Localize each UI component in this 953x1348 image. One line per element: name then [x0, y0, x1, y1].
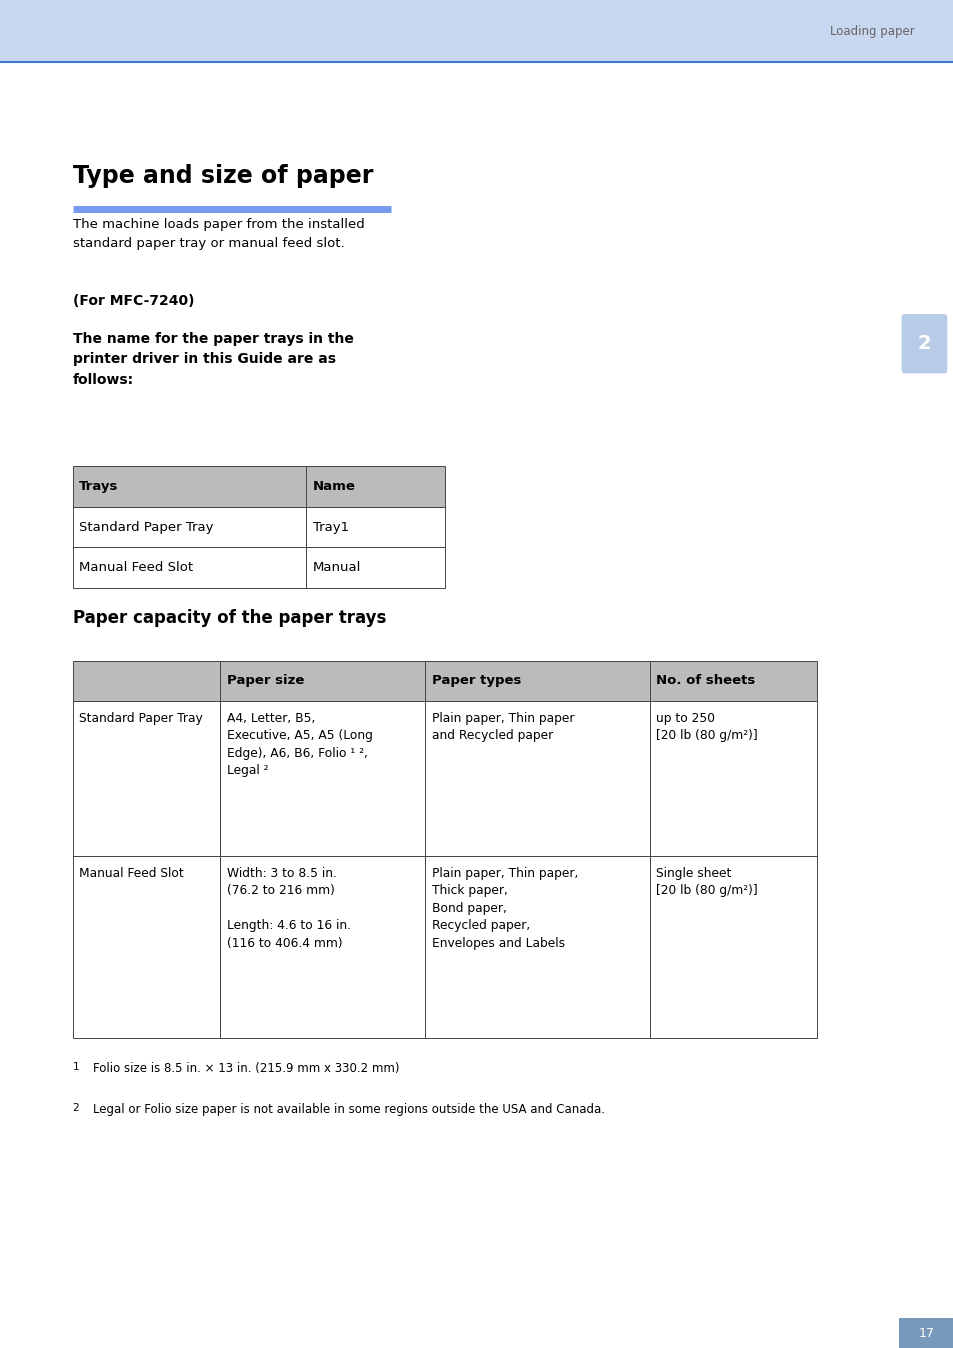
Bar	[72, 547, 306, 588]
Bar	[72, 856, 220, 1038]
Text: Standard Paper Tray: Standard Paper Tray	[79, 712, 203, 725]
Bar	[0, 0, 953, 62]
Bar	[649, 661, 816, 701]
Bar	[649, 701, 816, 856]
Text: Width: 3 to 8.5 in.
(76.2 to 216 mm)

Length: 4.6 to 16 in.
(116 to 406.4 mm): Width: 3 to 8.5 in. (76.2 to 216 mm) Len…	[227, 867, 351, 950]
Text: The machine loads paper from the installed
standard paper tray or manual feed sl: The machine loads paper from the install…	[72, 218, 364, 249]
Bar	[649, 856, 816, 1038]
Bar	[220, 701, 425, 856]
Text: Loading paper: Loading paper	[829, 24, 914, 38]
Bar	[72, 701, 220, 856]
Text: (For MFC-7240): (For MFC-7240)	[72, 294, 193, 307]
Text: Legal or Folio size paper is not available in some regions outside the USA and C: Legal or Folio size paper is not availab…	[93, 1103, 605, 1116]
Bar	[72, 661, 220, 701]
Text: Single sheet
[20 lb (80 g/m²)]: Single sheet [20 lb (80 g/m²)]	[656, 867, 758, 898]
Text: No. of sheets: No. of sheets	[656, 674, 755, 687]
Text: Tray1: Tray1	[313, 520, 349, 534]
Text: Paper capacity of the paper trays: Paper capacity of the paper trays	[72, 609, 385, 627]
Text: Folio size is 8.5 in. × 13 in. (215.9 mm x 330.2 mm): Folio size is 8.5 in. × 13 in. (215.9 mm…	[93, 1062, 399, 1076]
Text: Manual Feed Slot: Manual Feed Slot	[79, 561, 193, 574]
Text: Manual Feed Slot: Manual Feed Slot	[79, 867, 184, 880]
Bar	[220, 856, 425, 1038]
Bar	[72, 466, 444, 507]
Bar	[425, 701, 649, 856]
Text: The name for the paper trays in the
printer driver in this Guide are as
follows:: The name for the paper trays in the prin…	[72, 332, 353, 387]
Text: Plain paper, Thin paper,
Thick paper,
Bond paper,
Recycled paper,
Envelopes and : Plain paper, Thin paper, Thick paper, Bo…	[432, 867, 578, 950]
Text: Name: Name	[313, 480, 355, 493]
Text: Paper size: Paper size	[227, 674, 304, 687]
Bar	[898, 1318, 953, 1348]
Text: Type and size of paper: Type and size of paper	[72, 164, 373, 189]
Text: 17: 17	[918, 1326, 933, 1340]
FancyBboxPatch shape	[901, 314, 946, 373]
Text: A4, Letter, B5,
Executive, A5, A5 (Long
Edge), A6, B6, Folio ¹ ²,
Legal ²: A4, Letter, B5, Executive, A5, A5 (Long …	[227, 712, 373, 778]
Text: Manual: Manual	[313, 561, 361, 574]
Text: Plain paper, Thin paper
and Recycled paper: Plain paper, Thin paper and Recycled pap…	[432, 712, 574, 743]
Text: Standard Paper Tray: Standard Paper Tray	[79, 520, 213, 534]
Bar	[72, 507, 306, 547]
Bar	[306, 507, 444, 547]
Text: up to 250
[20 lb (80 g/m²)]: up to 250 [20 lb (80 g/m²)]	[656, 712, 758, 743]
Bar	[425, 856, 649, 1038]
Bar	[220, 661, 425, 701]
Text: 1: 1	[72, 1062, 79, 1072]
Bar	[306, 547, 444, 588]
Bar	[425, 661, 649, 701]
Text: Paper types: Paper types	[432, 674, 521, 687]
Text: 2: 2	[917, 334, 930, 353]
Text: 2: 2	[72, 1103, 79, 1112]
Text: Trays: Trays	[79, 480, 118, 493]
